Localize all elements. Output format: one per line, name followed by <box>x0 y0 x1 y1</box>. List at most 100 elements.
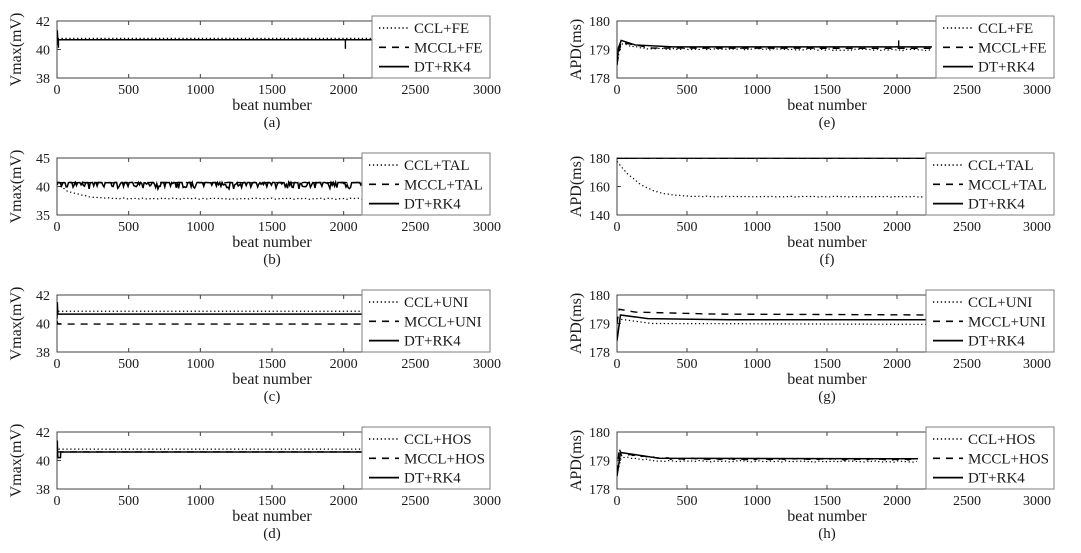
x-tick-label: 2500 <box>401 83 429 98</box>
series-line-MCCL+UNI <box>617 308 933 324</box>
series-line-CCL+TAL <box>617 160 925 198</box>
series-group <box>57 440 366 459</box>
x-tick-label: 500 <box>677 357 698 372</box>
series-line-DT+RK4 <box>57 440 366 459</box>
x-tick-label: 500 <box>677 494 698 509</box>
y-tick-label: 180 <box>589 289 610 304</box>
x-axis-label: beat number <box>787 97 867 114</box>
subplot-caption: (h) <box>818 526 836 542</box>
legend-label: CCL+TAL <box>404 158 470 174</box>
series-line-MCCL+UNI <box>57 320 373 325</box>
y-tick-label: 40 <box>36 455 50 470</box>
x-axis-label: beat number <box>232 97 312 114</box>
subplot-caption: (f) <box>820 252 835 268</box>
x-tick-label: 2000 <box>330 357 358 372</box>
legend-label: CCL+UNI <box>968 295 1032 311</box>
subplot-b: 0 500 1000 1500 2000 2500 3000 35 40 45 Vmax(mV) be… <box>8 150 501 268</box>
x-axis-label: beat number <box>232 371 312 388</box>
x-tick-label: 1500 <box>813 83 841 98</box>
x-tick-label: 2000 <box>883 83 911 98</box>
y-axis-label: Vmax(mV) <box>8 424 25 498</box>
x-tick-label: 2500 <box>401 220 429 235</box>
x-tick-label: 1000 <box>186 83 214 98</box>
series-group <box>617 39 933 66</box>
x-tick-label: 2000 <box>330 494 358 509</box>
x-tick-label: 2500 <box>953 83 981 98</box>
x-tick-label: 2500 <box>953 494 981 509</box>
x-axis-label: beat number <box>787 508 867 525</box>
y-axis-label: Vmax(mV) <box>8 13 25 87</box>
legend-label: CCL+UNI <box>404 295 468 311</box>
legend-label: MCCL+FE <box>414 40 482 56</box>
y-tick-label: 180 <box>589 152 610 167</box>
y-tick-label: 45 <box>36 152 50 167</box>
y-tick-label: 180 <box>589 15 610 30</box>
subplot-caption: (e) <box>819 115 836 131</box>
x-tick-label: 2500 <box>953 220 981 235</box>
series-group <box>57 179 374 200</box>
legend-box: CCL+HOS MCCL+HOS DT+RK4 <box>361 426 491 490</box>
subplot-caption: (c) <box>264 389 281 405</box>
x-tick-label: 2000 <box>883 220 911 235</box>
x-tick-label: 2500 <box>953 357 981 372</box>
legend-box: CCL+FE MCCL+FE DT+RK4 <box>371 15 491 79</box>
x-tick-label: 2500 <box>401 494 429 509</box>
y-axis-label: Vmax(mV) <box>8 150 25 224</box>
x-tick-label: 1000 <box>186 220 214 235</box>
x-tick-label: 3000 <box>1023 357 1051 372</box>
subplot-caption: (g) <box>818 389 836 405</box>
series-line-CCL+FE <box>617 43 933 63</box>
x-tick-label: 1000 <box>743 220 771 235</box>
x-tick-label: 2000 <box>330 83 358 98</box>
legend-label: DT+RK4 <box>968 197 1025 213</box>
y-axis-label: APD(ms) <box>568 430 585 491</box>
x-tick-label: 3000 <box>1023 220 1051 235</box>
series-group <box>617 158 925 198</box>
series-group <box>57 302 373 325</box>
x-tick-label: 2000 <box>883 357 911 372</box>
x-tick-label: 0 <box>54 83 61 98</box>
series-line-CCL+HOS <box>617 456 918 475</box>
series-group <box>617 447 919 477</box>
x-tick-label: 3000 <box>473 357 501 372</box>
x-tick-label: 3000 <box>1023 83 1051 98</box>
legend-frame <box>935 15 1055 79</box>
x-tick-label: 0 <box>54 494 61 509</box>
x-tick-label: 1000 <box>743 357 771 372</box>
x-tick-label: 1000 <box>186 357 214 372</box>
legend-label: CCL+TAL <box>968 158 1034 174</box>
y-tick-label: 40 <box>36 181 50 196</box>
x-axis-label: beat number <box>232 508 312 525</box>
legend-label: MCCL+TAL <box>968 177 1047 193</box>
legend-label: MCCL+TAL <box>404 177 483 193</box>
x-tick-label: 0 <box>54 357 61 372</box>
legend-box: CCL+UNI MCCL+UNI DT+RK4 <box>361 289 491 353</box>
series-line-DT+RK4 <box>57 30 373 46</box>
y-tick-label: 38 <box>36 346 50 361</box>
y-axis-label: APD(ms) <box>568 19 585 80</box>
x-tick-label: 0 <box>54 220 61 235</box>
legend-label: MCCL+UNI <box>968 314 1046 330</box>
x-tick-label: 3000 <box>473 83 501 98</box>
x-tick-label: 2500 <box>401 357 429 372</box>
subplot-h: 0 500 1000 1500 2000 2500 3000 178 179 180 APD(ms)… <box>568 426 1055 542</box>
y-tick-label: 179 <box>589 318 610 333</box>
x-axis-label: beat number <box>232 234 312 251</box>
y-tick-label: 42 <box>36 289 50 304</box>
y-axis-label: APD(ms) <box>568 156 585 217</box>
legend-frame <box>371 15 491 79</box>
x-tick-label: 1500 <box>813 357 841 372</box>
x-tick-label: 3000 <box>473 220 501 235</box>
legend-box: CCL+FE MCCL+FE DT+RK4 <box>935 15 1055 79</box>
x-tick-label: 1500 <box>258 494 286 509</box>
legend-label: MCCL+FE <box>978 40 1046 56</box>
x-tick-label: 500 <box>677 220 698 235</box>
y-tick-label: 178 <box>589 346 610 361</box>
series-group <box>57 30 373 49</box>
legend-label: MCCL+HOS <box>968 451 1049 467</box>
subplot-e: 0 500 1000 1500 2000 2500 3000 178 179 180 APD(ms)… <box>568 15 1055 131</box>
legend-label: CCL+HOS <box>404 432 472 448</box>
subplot-caption: (b) <box>263 252 281 268</box>
legend-label: DT+RK4 <box>414 60 471 76</box>
y-tick-label: 38 <box>36 72 50 87</box>
